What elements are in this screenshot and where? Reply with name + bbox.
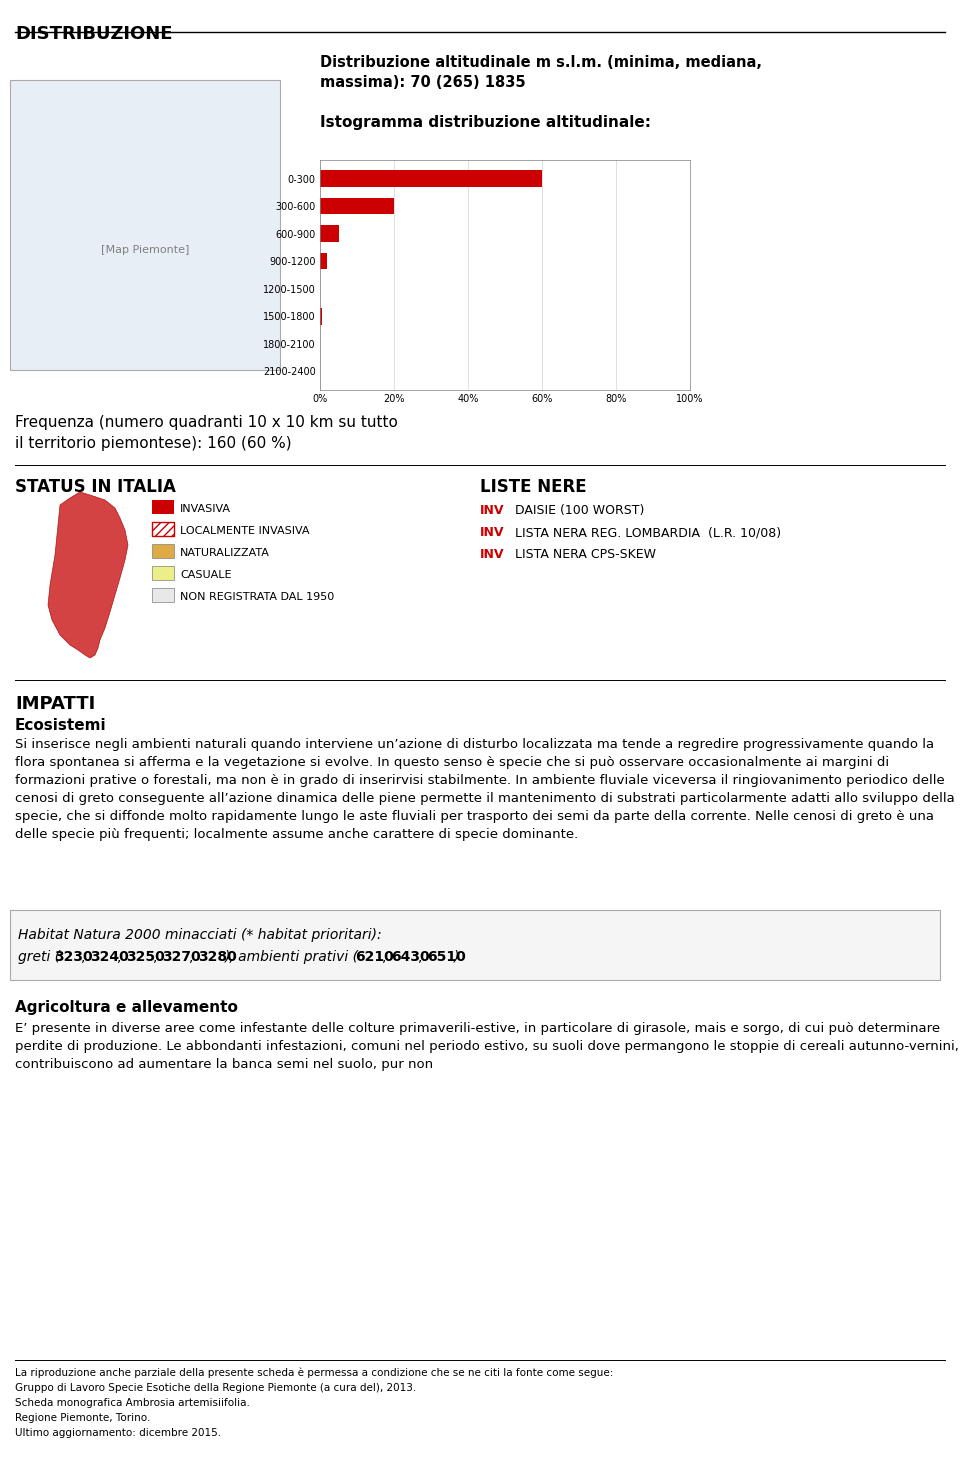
Text: 3240: 3240 — [90, 950, 129, 964]
Text: INV: INV — [480, 526, 505, 539]
Text: DAISIE (100 WORST): DAISIE (100 WORST) — [515, 504, 644, 517]
FancyBboxPatch shape — [152, 499, 174, 514]
Text: INVASIVA: INVASIVA — [180, 504, 231, 514]
Bar — [320, 225, 339, 242]
Text: LISTE NERE: LISTE NERE — [480, 477, 587, 496]
Text: greti (: greti ( — [18, 950, 60, 964]
Text: INV: INV — [480, 548, 505, 561]
Text: 3270: 3270 — [162, 950, 201, 964]
Text: Habitat Natura 2000 minacciati (* habitat prioritari):: Habitat Natura 2000 minacciati (* habita… — [18, 929, 382, 942]
FancyBboxPatch shape — [152, 566, 174, 580]
Text: ,: , — [189, 950, 198, 964]
Text: ,: , — [382, 950, 391, 964]
Text: ,: , — [418, 950, 427, 964]
FancyBboxPatch shape — [152, 523, 174, 536]
Bar — [320, 171, 542, 187]
Text: Distribuzione altitudinale m s.l.m. (minima, mediana,
massima): 70 (265) 1835: Distribuzione altitudinale m s.l.m. (min… — [320, 55, 762, 91]
Text: [Map Piemonte]: [Map Piemonte] — [101, 245, 189, 255]
FancyBboxPatch shape — [152, 545, 174, 558]
Text: ,: , — [117, 950, 126, 964]
Text: Agricoltura e allevamento: Agricoltura e allevamento — [15, 1000, 238, 1015]
Text: Frequenza (numero quadranti 10 x 10 km su tutto
il territorio piemontese): 160 (: Frequenza (numero quadranti 10 x 10 km s… — [15, 415, 397, 451]
Text: STATUS IN ITALIA: STATUS IN ITALIA — [15, 477, 176, 496]
Text: ,: , — [81, 950, 89, 964]
Text: 6510: 6510 — [427, 950, 466, 964]
Text: 6210: 6210 — [355, 950, 394, 964]
Text: DISTRIBUZIONE: DISTRIBUZIONE — [15, 25, 173, 42]
Text: CASUALE: CASUALE — [180, 569, 231, 580]
FancyBboxPatch shape — [10, 80, 280, 369]
Text: NON REGISTRATA DAL 1950: NON REGISTRATA DAL 1950 — [180, 591, 334, 602]
Polygon shape — [48, 492, 128, 658]
Text: Si inserisce negli ambienti naturali quando interviene un’azione di disturbo loc: Si inserisce negli ambienti naturali qua… — [15, 737, 955, 841]
Text: ), ambienti prativi (: ), ambienti prativi ( — [225, 950, 359, 964]
Text: 3280: 3280 — [198, 950, 237, 964]
Bar — [320, 199, 394, 215]
FancyBboxPatch shape — [10, 910, 940, 980]
Text: ): ) — [454, 950, 460, 964]
Text: IMPATTI: IMPATTI — [15, 695, 95, 712]
Text: LOCALMENTE INVASIVA: LOCALMENTE INVASIVA — [180, 526, 309, 536]
FancyBboxPatch shape — [152, 588, 174, 602]
Text: INV: INV — [480, 504, 505, 517]
Text: Ecosistemi: Ecosistemi — [15, 718, 107, 733]
Bar — [320, 253, 327, 270]
Text: NATURALIZZATA: NATURALIZZATA — [180, 548, 270, 558]
Text: E’ presente in diverse aree come infestante delle colture primaverili-estive, in: E’ presente in diverse aree come infesta… — [15, 1022, 959, 1072]
Text: 3250: 3250 — [126, 950, 165, 964]
Text: 3230: 3230 — [54, 950, 92, 964]
Text: LISTA NERA REG. LOMBARDIA  (L.R. 10/08): LISTA NERA REG. LOMBARDIA (L.R. 10/08) — [515, 526, 781, 539]
Bar — [320, 308, 322, 324]
Text: ,: , — [153, 950, 161, 964]
Text: LISTA NERA CPS-SKEW: LISTA NERA CPS-SKEW — [515, 548, 656, 561]
Text: Istogramma distribuzione altitudinale:: Istogramma distribuzione altitudinale: — [320, 115, 651, 130]
Text: La riproduzione anche parziale della presente scheda è permessa a condizione che: La riproduzione anche parziale della pre… — [15, 1368, 613, 1438]
Text: 6430: 6430 — [391, 950, 430, 964]
